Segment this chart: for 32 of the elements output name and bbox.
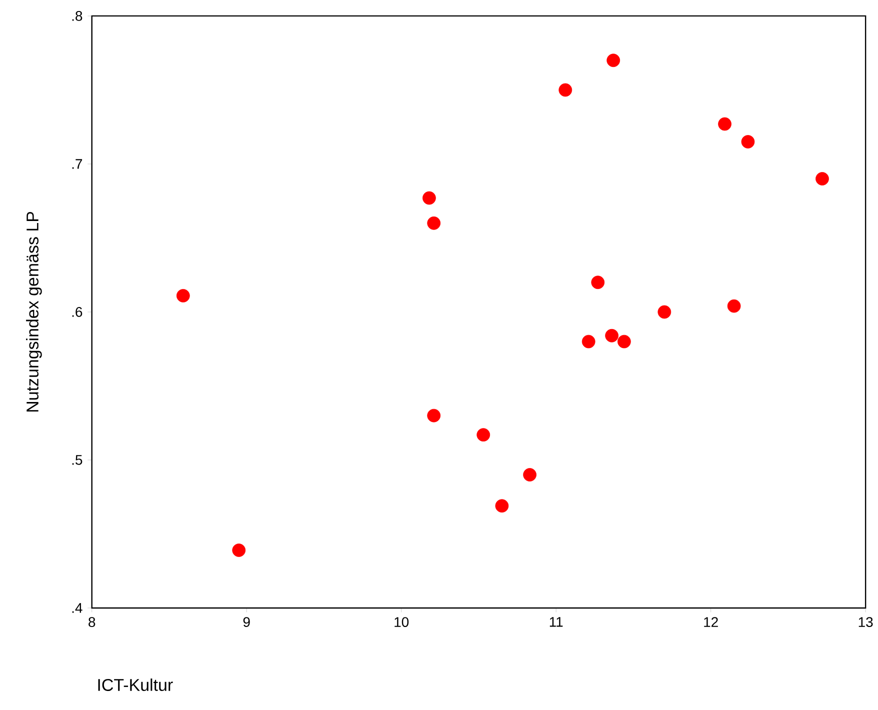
- point: [605, 329, 618, 342]
- point: [427, 216, 441, 230]
- x-axis-title: ICT-Kultur: [98, 678, 173, 692]
- y-tick-label: .6: [72, 307, 82, 318]
- point: [718, 117, 732, 131]
- x-tick-label: 13: [858, 617, 873, 628]
- point: [176, 289, 190, 302]
- y-tick-label: .8: [72, 11, 82, 22]
- x-tick-label: 10: [394, 617, 409, 628]
- point: [422, 191, 436, 205]
- y-tick-label: .7: [72, 159, 82, 169]
- x-tick-label: 11: [550, 617, 563, 627]
- point: [523, 468, 536, 482]
- point: [427, 408, 441, 422]
- y-tick-label: .5: [72, 455, 82, 465]
- y-tick-label: .4: [72, 603, 82, 613]
- point: [606, 54, 620, 68]
- point: [582, 334, 596, 348]
- point: [476, 428, 490, 442]
- point: [232, 544, 246, 558]
- point: [495, 499, 509, 513]
- point: [658, 305, 672, 319]
- x-tick-label: 9: [243, 617, 250, 628]
- point: [558, 83, 572, 97]
- point: [591, 276, 605, 290]
- point: [727, 299, 741, 313]
- point: [816, 172, 829, 186]
- point: [617, 334, 631, 348]
- x-tick-label: 12: [704, 617, 718, 627]
- x-tick-label: 8: [88, 617, 96, 628]
- point: [741, 135, 755, 149]
- y-axis-title: Nutzungsindex gemäss LP: [26, 212, 42, 412]
